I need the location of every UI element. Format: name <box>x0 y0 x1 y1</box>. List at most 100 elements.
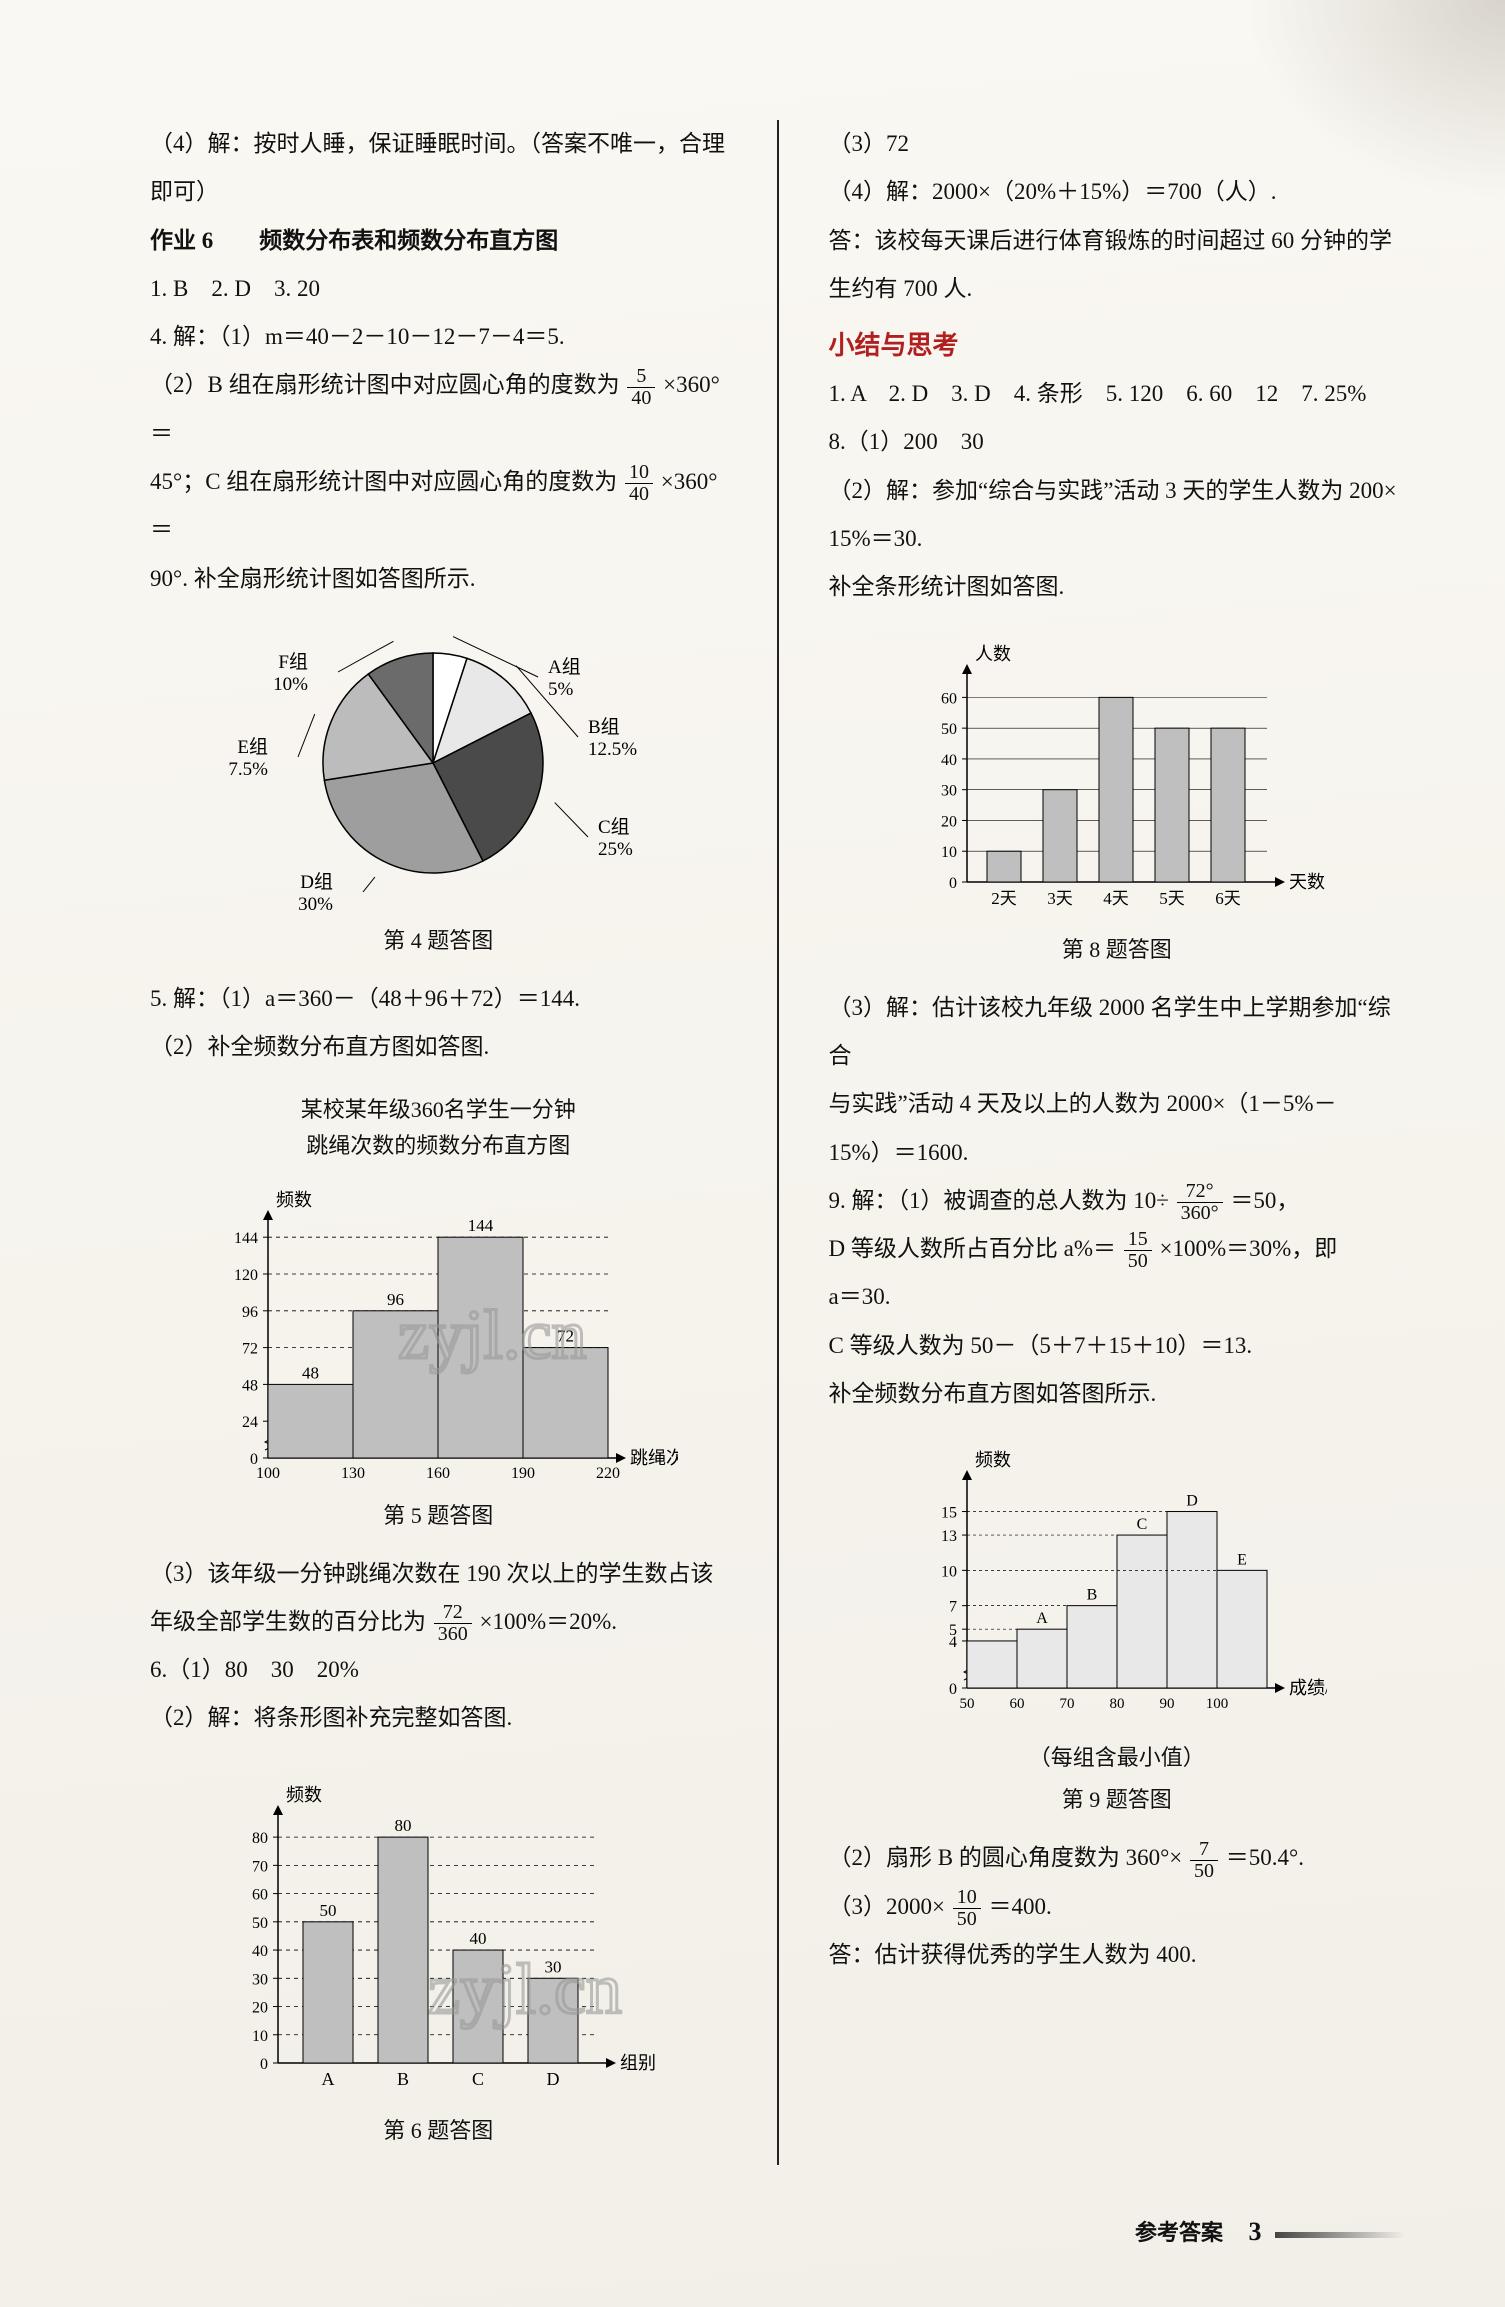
figure-6-bar: 01020304050607080频数组别50A80B40C30Dzyjl.cn… <box>150 1763 727 2145</box>
fraction-72-360: 72360 <box>434 1602 472 1645</box>
r2: （4）解：2000×（20%＋15%）＝700（人）. <box>829 168 1406 216</box>
a8b3: 补全条形统计图如答图. <box>829 563 1406 611</box>
svg-text:60: 60 <box>941 690 957 707</box>
footer-label: 参考答案 <box>1135 2220 1223 2245</box>
txt: （2）B 组在扇形统计图中对应圆心角的度数为 <box>150 372 620 397</box>
txt: 9. 解：（1）被调查的总人数为 10÷ <box>829 1188 1169 1213</box>
svg-text:10%: 10% <box>273 674 308 695</box>
figure-5-hist: 某校某年级360名学生一分钟 跳绳次数的频数分布直方图 024487296120… <box>150 1092 727 1530</box>
page: （4）解：按时人睡，保证睡眠时间。（答案不唯一，合理即可） 作业 6 频数分布表… <box>0 0 1505 2307</box>
svg-text:E: E <box>1237 1552 1247 1569</box>
txt: 45°；C 组在扇形统计图中对应圆心角的度数为 <box>150 469 617 494</box>
q6-1: 6.（1）80 30 20% <box>150 1646 727 1694</box>
figure-5-caption: 第 5 题答图 <box>150 1498 727 1530</box>
svg-text:频数: 频数 <box>286 1785 322 1805</box>
answer-row-1: 1. B 2. D 3. 20 <box>150 265 727 313</box>
figure-8-caption: 第 8 题答图 <box>829 932 1406 964</box>
svg-text:5%: 5% <box>548 679 574 700</box>
q5-3b: 年级全部学生数的百分比为 72360 ×100%＝20%. <box>150 1598 727 1646</box>
two-column-layout: （4）解：按时人睡，保证睡眠时间。（答案不唯一，合理即可） 作业 6 频数分布表… <box>150 120 1405 2165</box>
svg-text:20: 20 <box>941 813 957 830</box>
figure-6-caption: 第 6 题答图 <box>150 2113 727 2145</box>
svg-text:190: 190 <box>511 1465 535 1482</box>
section-summary-title: 小结与思考 <box>829 325 1406 362</box>
fig5-t2: 跳绳次数的频数分布直方图 <box>150 1128 727 1160</box>
hist9-svg: 0457101315频数成绩/分ABCDE5060708090100 <box>907 1438 1327 1738</box>
svg-text:24: 24 <box>242 1414 258 1431</box>
svg-text:10: 10 <box>941 844 957 861</box>
svg-text:D组: D组 <box>301 871 334 893</box>
a9e: （2）扇形 B 的圆心角度数为 360°× 750 ＝50.4°. <box>829 1834 1406 1882</box>
fraction-7-50: 750 <box>1190 1839 1218 1882</box>
svg-text:72: 72 <box>242 1340 258 1357</box>
svg-text:144: 144 <box>468 1216 494 1235</box>
svg-text:25%: 25% <box>598 839 633 860</box>
txt: D 等级人数所占百分比 a%＝ <box>829 1236 1116 1261</box>
svg-text:5天: 5天 <box>1159 889 1185 908</box>
svg-text:0: 0 <box>949 1681 957 1698</box>
left-column: （4）解：按时人睡，保证睡眠时间。（答案不唯一，合理即可） 作业 6 频数分布表… <box>150 120 727 2165</box>
svg-text:48: 48 <box>302 1363 319 1382</box>
q5-1: 5. 解：（1）a＝360－（48＋96＋72）＝144. <box>150 975 727 1023</box>
svg-text:0: 0 <box>260 2056 268 2073</box>
txt: ×100%＝30%，即 <box>1159 1236 1337 1261</box>
figure-4-caption: 第 4 题答图 <box>150 923 727 955</box>
hist5-svg: 024487296120144频数跳绳次数/次48961447210013016… <box>198 1168 678 1488</box>
svg-text:成绩/分: 成绩/分 <box>1289 1678 1327 1698</box>
a9a: 9. 解：（1）被调查的总人数为 10÷ 72°360° ＝50， <box>829 1177 1406 1225</box>
fraction-15-50: 1550 <box>1124 1229 1152 1272</box>
figure-8-bar: 0102030405060人数天数2天3天4天5天6天 第 8 题答图 <box>829 632 1406 964</box>
text-line: （4）解：按时人睡，保证睡眠时间。（答案不唯一，合理即可） <box>150 120 727 217</box>
hist6-svg: 01020304050607080频数组别50A80B40C30Dzyjl.cn <box>208 1763 668 2103</box>
svg-text:96: 96 <box>242 1303 258 1320</box>
svg-text:2天: 2天 <box>991 889 1017 908</box>
svg-text:B: B <box>1086 1587 1097 1604</box>
svg-text:组别: 组别 <box>620 2053 656 2073</box>
svg-text:D: D <box>547 2069 560 2089</box>
a8c2: 与实践”活动 4 天及以上的人数为 2000×（1－5%－ <box>829 1080 1406 1128</box>
svg-text:3天: 3天 <box>1047 889 1073 908</box>
r1: （3）72 <box>829 120 1406 168</box>
figure-9-caption: 第 9 题答图 <box>829 1782 1406 1814</box>
svg-text:80: 80 <box>252 1830 268 1847</box>
a9b: D 等级人数所占百分比 a%＝ 1550 ×100%＝30%，即 <box>829 1225 1406 1273</box>
svg-text:频数: 频数 <box>975 1450 1011 1470</box>
svg-text:40: 40 <box>941 752 957 769</box>
homework-title: 作业 6 频数分布表和频数分布直方图 <box>150 217 727 265</box>
txt: 年级全部学生数的百分比为 <box>150 1609 426 1634</box>
svg-text:跳绳次数/次: 跳绳次数/次 <box>630 1448 678 1468</box>
svg-text:zyjl.cn: zyjl.cn <box>398 1297 587 1374</box>
svg-text:30: 30 <box>941 782 957 799</box>
svg-text:C组: C组 <box>598 816 630 838</box>
a8c: （3）解：估计该校九年级 2000 名学生中上学期参加“综合 <box>829 984 1406 1081</box>
fraction-10-50: 1050 <box>953 1887 981 1930</box>
a1: 1. A 2. D 3. D 4. 条形 5. 120 6. 60 12 7. … <box>829 370 1406 418</box>
a9g: 答：估计获得优秀的学生人数为 400. <box>829 1931 1406 1979</box>
svg-text:7: 7 <box>949 1599 957 1616</box>
txt: ＝400. <box>988 1894 1051 1919</box>
a9f: （3）2000× 1050 ＝400. <box>829 1883 1406 1931</box>
fraction-10-40: 1040 <box>625 462 653 505</box>
svg-text:130: 130 <box>341 1465 365 1482</box>
svg-text:40: 40 <box>470 1929 487 1948</box>
a8c3: 15%）＝1600. <box>829 1129 1406 1177</box>
a8a: 8.（1）200 30 <box>829 418 1406 466</box>
svg-text:144: 144 <box>234 1230 258 1247</box>
q4-2c: 90°. 补全扇形统计图如答图所示. <box>150 555 727 603</box>
txt: ＝50， <box>1230 1188 1299 1213</box>
txt: （3）2000× <box>829 1894 945 1919</box>
svg-text:90: 90 <box>1159 1696 1174 1712</box>
a9d: 补全频数分布直方图如答图所示. <box>829 1370 1406 1418</box>
svg-text:10: 10 <box>941 1564 957 1581</box>
svg-text:D: D <box>1186 1493 1198 1510</box>
svg-text:A: A <box>322 2069 335 2089</box>
figure-9-hist: 0457101315频数成绩/分ABCDE5060708090100 （每组含最… <box>829 1438 1406 1814</box>
svg-text:50: 50 <box>252 1915 268 1932</box>
svg-text:C: C <box>1136 1516 1147 1533</box>
svg-text:80: 80 <box>1109 1696 1124 1712</box>
svg-text:6天: 6天 <box>1215 889 1241 908</box>
q4-2a: （2）B 组在扇形统计图中对应圆心角的度数为 540 ×360°＝ <box>150 361 727 458</box>
page-footer: 参考答案 3 <box>150 2215 1405 2247</box>
r3: 答：该校每天课后进行体育锻炼的时间超过 60 分钟的学 <box>829 217 1406 265</box>
fig5-t1: 某校某年级360名学生一分钟 <box>150 1092 727 1124</box>
